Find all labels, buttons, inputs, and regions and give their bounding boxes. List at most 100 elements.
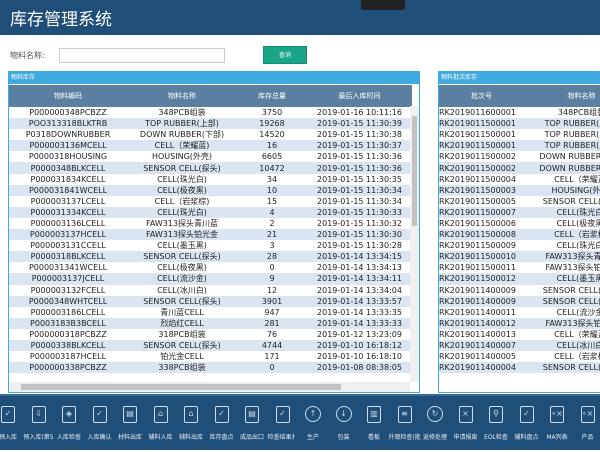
horizontal-scrollbar[interactable] bbox=[9, 382, 410, 392]
toolbar-button[interactable]: ✓预入库 bbox=[0, 396, 22, 452]
table-cell: 2019-01-10 16:18:12 bbox=[307, 340, 412, 351]
vertical-scrollbar[interactable] bbox=[410, 106, 419, 382]
toolbar-button[interactable]: ✓辅料盘点 bbox=[513, 396, 541, 452]
toolbar-button[interactable]: ≡外观检查(批 bbox=[391, 396, 419, 452]
clipboard-check-icon: ✓ bbox=[520, 406, 534, 423]
toolbar-button[interactable]: ⚲EOL检查 bbox=[482, 396, 510, 452]
toolbar-button[interactable]: ↻返修处理 bbox=[421, 396, 449, 452]
toolbar-button[interactable]: ✓入库确认 bbox=[86, 396, 114, 452]
table-cell: SENSOR CELL(探头) bbox=[127, 251, 237, 262]
toolbar-button[interactable]: ✓库存盘点 bbox=[208, 396, 236, 452]
column-header[interactable]: 最后入库时间 bbox=[307, 85, 412, 107]
toolbar-button[interactable]: ∘×MA列表 bbox=[543, 396, 571, 452]
table-row[interactable]: RK2019011500011FAW313探头铂光金 bbox=[439, 262, 600, 273]
column-header[interactable]: 库存总量 bbox=[237, 85, 307, 107]
table-cell: DOWN RUBBER(下部) bbox=[524, 151, 600, 162]
query-button[interactable]: 查询 bbox=[263, 46, 307, 64]
clipboard-check-icon: ✓ bbox=[93, 406, 107, 423]
toolbar-button[interactable]: ⇩预入库(第5 bbox=[25, 396, 53, 452]
toolbar-button[interactable]: ↑生产 bbox=[299, 396, 327, 452]
toolbar-button[interactable]: ×申请报废 bbox=[452, 396, 480, 452]
window-controls[interactable] bbox=[361, 0, 405, 10]
table-cell: CELL（岩浆棕) bbox=[127, 196, 237, 207]
table-cell: 3 bbox=[237, 240, 307, 251]
column-header[interactable]: 物料编码 bbox=[9, 85, 127, 107]
table-cell: 2019-01-14 13:34:11 bbox=[307, 273, 412, 284]
toolbar-button[interactable]: ↓包装 bbox=[330, 396, 358, 452]
column-header[interactable]: 物料名称 bbox=[127, 85, 237, 107]
toolbar-button[interactable]: ▤成品出口 bbox=[238, 396, 266, 452]
arrow-up-icon: ↑ bbox=[305, 406, 321, 422]
column-header[interactable]: 批次号 bbox=[439, 85, 524, 107]
toolbar-button[interactable]: ✓检查结果扌 bbox=[269, 396, 297, 452]
arrow-down-icon: ↓ bbox=[336, 406, 352, 422]
toolbar-button[interactable]: ▤材料出库 bbox=[116, 396, 144, 452]
table-row[interactable]: RK2019011500010FAW313探头青川蓝 bbox=[439, 251, 600, 262]
column-header[interactable]: 物料名称 bbox=[524, 85, 600, 107]
toolbar-button[interactable]: ◈入库检查 bbox=[55, 396, 83, 452]
table-row[interactable]: RK2019011400012FAW313探头铂光金 bbox=[439, 318, 600, 329]
table-cell: CELL(墨玉黑) bbox=[127, 240, 237, 251]
table-cell: RK2019011400005 bbox=[439, 351, 524, 362]
table-cell: 2019-01-15 11:30:38 bbox=[307, 129, 412, 140]
toolbar-button[interactable]: ⌂辅料入库 bbox=[147, 396, 175, 452]
table-cell: P000000338PCBZZ bbox=[9, 362, 127, 373]
material-name-input[interactable] bbox=[59, 48, 225, 63]
table-cell: 21 bbox=[237, 229, 307, 240]
toolbar-button[interactable]: ∘×产品 bbox=[574, 396, 600, 452]
table-row[interactable]: RK2019011600001348PCB组装 bbox=[439, 107, 600, 118]
table-cell: 2019-01-15 11:30:36 bbox=[307, 162, 412, 173]
batch-inventory-table: 批次号物料名称RK2019011600001348PCB组装RK20190115… bbox=[439, 85, 600, 373]
toolbar-button[interactable]: ▥看板 bbox=[360, 396, 388, 452]
table-cell: FAW313探头青川蓝 bbox=[524, 251, 600, 262]
table-cell: P0003183B3BCELL bbox=[9, 318, 127, 329]
toolbar-button[interactable]: ⌂辅料出库 bbox=[177, 396, 205, 452]
app-title: 库存管理系统 bbox=[10, 5, 112, 30]
table-cell: CELL（岩浆棕) bbox=[524, 229, 600, 240]
